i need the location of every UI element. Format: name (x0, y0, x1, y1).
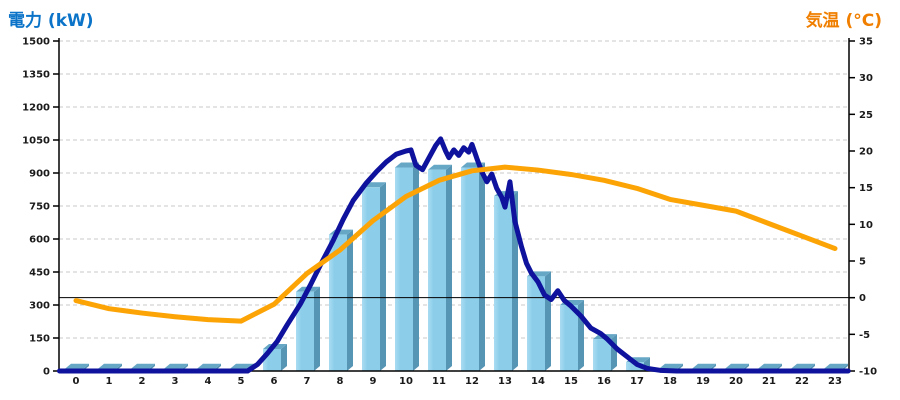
bar-top-face (428, 164, 452, 170)
x-axis-hour-label: 0 (73, 376, 80, 387)
bar-top-face (659, 363, 683, 369)
bar-side-face (413, 162, 419, 371)
bar-top-face (758, 363, 782, 369)
left-axis-title: 電力 (kW) (8, 11, 94, 31)
bar-top-face (65, 363, 89, 369)
left-axis-tick-label: 600 (29, 235, 50, 246)
bar (362, 187, 380, 371)
left-axis-tick-label: 750 (29, 202, 50, 213)
bar (461, 167, 479, 371)
left-axis-tick-label: 450 (29, 268, 50, 279)
left-axis-tick-label: 300 (29, 301, 50, 312)
x-axis-hour-label: 21 (762, 376, 776, 387)
right-axis-tick-label: 15 (859, 183, 873, 194)
right-axis-tick-label: 5 (859, 257, 866, 268)
bar-side-face (446, 164, 452, 371)
bar-top-face (164, 363, 188, 369)
x-axis-hour-label: 10 (399, 376, 413, 387)
bar-side-face (314, 286, 320, 371)
bar (395, 167, 413, 371)
left-axis-tick-label: 0 (43, 367, 50, 378)
bar-top-face (230, 363, 254, 369)
x-axis-hour-label: 1 (106, 376, 113, 387)
bar (494, 196, 512, 371)
left-axis-tick-label: 1200 (22, 103, 50, 114)
temperature-line (73, 164, 838, 324)
x-axis-hour-label: 16 (597, 376, 611, 387)
right-axis-title: 気温 (°C) (805, 11, 882, 31)
x-axis-hour-label: 18 (663, 376, 677, 387)
bar-side-face (380, 182, 386, 371)
x-axis-hour-label: 2 (139, 376, 146, 387)
bar (329, 234, 347, 371)
bar (626, 362, 644, 371)
x-axis-hour-label: 15 (564, 376, 578, 387)
x-axis-hour-label: 5 (238, 376, 245, 387)
x-axis-hour-label: 6 (271, 376, 278, 387)
bar (428, 169, 446, 371)
right-axis-tick-label: 0 (859, 293, 866, 304)
left-axis-tick-label: 1500 (22, 37, 50, 48)
bar (560, 305, 578, 371)
x-axis-hour-label: 12 (465, 376, 479, 387)
x-axis-hour-label: 19 (696, 376, 710, 387)
bar (593, 339, 611, 371)
bar (296, 291, 314, 371)
bar-side-face (611, 334, 617, 371)
right-axis-tick-label: 20 (859, 147, 873, 158)
right-axis-tick-label: -10 (859, 367, 877, 378)
right-axis-tick-label: -5 (859, 330, 870, 341)
bar-side-face (281, 344, 287, 371)
left-axis-tick-label: 1050 (22, 136, 50, 147)
bar-top-face (791, 363, 815, 369)
bar-top-face (725, 363, 749, 369)
x-axis-hour-label: 23 (828, 376, 842, 387)
bar-top-face (131, 363, 155, 369)
bar-top-face (197, 363, 221, 369)
bar (527, 276, 545, 371)
x-axis-hour-label: 13 (498, 376, 512, 387)
x-axis-hour-label: 8 (337, 376, 344, 387)
x-axis-hour-label: 22 (795, 376, 809, 387)
x-axis-hour-label: 4 (205, 376, 212, 387)
x-axis-hour-label: 9 (370, 376, 377, 387)
left-axis-tick-label: 150 (29, 334, 50, 345)
right-axis-tick-label: 25 (859, 110, 873, 121)
x-axis-hour-label: 14 (531, 376, 545, 387)
bar-top-face (824, 363, 848, 369)
right-axis-tick-label: 30 (859, 73, 873, 84)
bar-top-face (692, 363, 716, 369)
x-axis-hour-label: 7 (304, 376, 311, 387)
left-axis-tick-label: 900 (29, 169, 50, 180)
right-axis-tick-label: 35 (859, 37, 873, 48)
bar-top-face (98, 363, 122, 369)
x-axis-hour-label: 20 (729, 376, 743, 387)
right-axis-tick-label: 10 (859, 220, 873, 231)
x-axis-hour-label: 3 (172, 376, 179, 387)
bar-side-face (479, 162, 485, 371)
x-axis-hour-label: 11 (432, 376, 446, 387)
bar-side-face (347, 229, 353, 371)
left-axis-tick-label: 1350 (22, 70, 50, 81)
x-axis-hour-label: 17 (630, 376, 644, 387)
bar-side-face (545, 271, 551, 371)
